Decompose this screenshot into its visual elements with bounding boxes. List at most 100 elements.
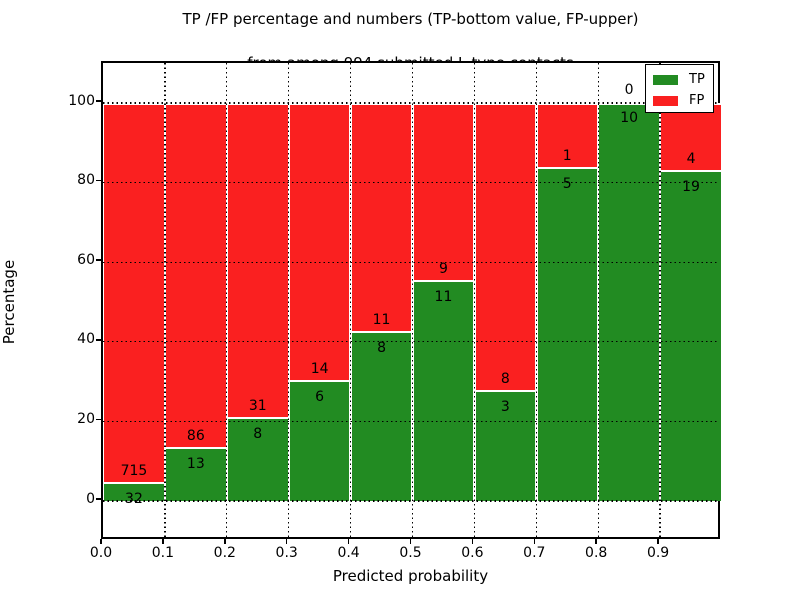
- legend-label-fp: FP: [689, 93, 705, 108]
- bar-segment-fp: [661, 105, 721, 171]
- chart-title-line1: TP /FP percentage and numbers (TP-bottom…: [182, 10, 639, 28]
- bar-segment-fp: [228, 105, 288, 418]
- tp-count-label: 8: [377, 340, 386, 357]
- bar-segment-fp: [166, 105, 226, 447]
- bar-segment-tp: [475, 392, 536, 501]
- x-axis-tick: [162, 539, 164, 544]
- x-tick-label: 0.1: [151, 545, 175, 561]
- y-tick-label: 20: [77, 410, 95, 427]
- bar-top-edge: [475, 103, 536, 105]
- gridline-vertical: [349, 63, 352, 537]
- gridline-vertical: [288, 63, 290, 537]
- legend-label-tp: TP: [689, 72, 705, 87]
- bar-top-edge: [537, 103, 597, 105]
- x-axis-tick: [100, 539, 102, 544]
- y-axis-tick: [96, 498, 101, 500]
- bar-segment-fp: [475, 105, 536, 391]
- bar-segment-tp: [351, 333, 412, 501]
- fp-count-label: 1: [562, 148, 572, 165]
- y-axis-label: Percentage: [0, 259, 18, 345]
- fp-count-label: 86: [186, 427, 205, 444]
- gridline-horizontal: [103, 341, 718, 343]
- bar-top-edge: [413, 103, 474, 105]
- bar-segment-divider: [104, 481, 164, 484]
- gridline-vertical: [226, 63, 228, 537]
- fp-count-label: 8: [500, 371, 510, 388]
- tp-count-label: 6: [315, 388, 325, 405]
- bar-segment-fp: [537, 105, 597, 168]
- y-axis-tick: [96, 259, 101, 261]
- fp-count-label: 715: [120, 462, 148, 479]
- x-tick-label: 0.2: [213, 545, 236, 561]
- tp-count-label: 13: [186, 455, 205, 472]
- fp-count-label: 11: [372, 312, 391, 329]
- tp-count-label: 5: [562, 176, 572, 193]
- y-axis-tick: [96, 100, 101, 102]
- x-axis-tick: [409, 539, 412, 544]
- bar-segment-tp: [413, 282, 474, 501]
- plot-area: 715 32 86 13 31 8 14 6 11 8 9 11 8 3 1 5 0 10 4 19: [101, 61, 721, 539]
- tp-count-label: 19: [682, 179, 700, 196]
- gridline-vertical: [597, 63, 599, 537]
- x-axis-tick: [347, 539, 350, 544]
- gridline-horizontal: [103, 500, 718, 502]
- x-tick-label: 0.3: [275, 545, 298, 561]
- y-tick-label: 100: [68, 92, 95, 109]
- bar-segment-divider: [475, 390, 536, 393]
- bar-top-edge: [228, 103, 288, 105]
- gridline-vertical: [659, 63, 661, 537]
- fp-count-label: 14: [310, 360, 329, 377]
- x-axis-tick: [533, 539, 536, 544]
- x-tick-label: 0.9: [646, 545, 670, 561]
- x-tick-label: 0.0: [89, 545, 113, 561]
- x-axis-label: Predicted probability: [332, 567, 489, 585]
- bar-segment-fp: [289, 105, 350, 380]
- bar-segment-tp: [289, 381, 350, 501]
- legend: TP FP: [645, 64, 714, 113]
- y-tick-label: 60: [77, 251, 95, 268]
- legend-item-tp: TP: [653, 70, 713, 89]
- y-tick-label: 0: [86, 490, 95, 507]
- fp-count-label: 4: [686, 151, 696, 168]
- bar-segment-divider: [537, 167, 597, 170]
- bar-segment-divider: [228, 417, 288, 420]
- tp-count-label: 8: [253, 426, 263, 443]
- bar-segment-fp: [413, 105, 474, 281]
- bar-segment-divider: [661, 170, 721, 173]
- tp-color-swatch: [653, 74, 678, 85]
- bar-segment-tp: [661, 172, 721, 501]
- y-tick-label: 80: [77, 172, 95, 189]
- tp-count-label: 11: [434, 289, 453, 306]
- gridline-horizontal: [103, 261, 718, 263]
- x-tick-label: 0.8: [585, 545, 608, 561]
- bar-segment-tp: [166, 448, 226, 501]
- tp-count-label: 32: [125, 490, 143, 507]
- gridline-vertical: [411, 63, 414, 537]
- bar-top-edge: [599, 103, 659, 105]
- x-axis-tick: [471, 539, 474, 544]
- x-tick-label: 0.4: [337, 545, 360, 561]
- gridline-vertical: [535, 63, 537, 537]
- x-axis-tick: [595, 539, 597, 544]
- gridline-vertical: [473, 63, 476, 537]
- bar-segment-tp: [104, 483, 164, 501]
- bar-segment-tp: [599, 105, 659, 501]
- bar-top-edge: [351, 103, 412, 105]
- x-tick-label: 0.7: [523, 545, 546, 561]
- gridline-horizontal: [103, 420, 718, 423]
- gridline-vertical: [164, 63, 166, 537]
- x-axis-tick: [224, 539, 226, 544]
- bar-segment-divider: [413, 280, 474, 283]
- fp-count-label: 0: [624, 82, 634, 98]
- x-axis-tick: [657, 539, 659, 544]
- bar-top-edge: [289, 103, 350, 105]
- y-axis-tick: [96, 418, 101, 421]
- gridline-horizontal: [103, 102, 718, 104]
- bar-segment-tp: [537, 169, 597, 501]
- tp-count-label: 3: [500, 399, 510, 416]
- y-axis-tick: [96, 339, 101, 341]
- tp-count-label: 10: [620, 110, 639, 126]
- bar-segment-tp: [228, 419, 288, 501]
- gridline-horizontal: [103, 181, 718, 184]
